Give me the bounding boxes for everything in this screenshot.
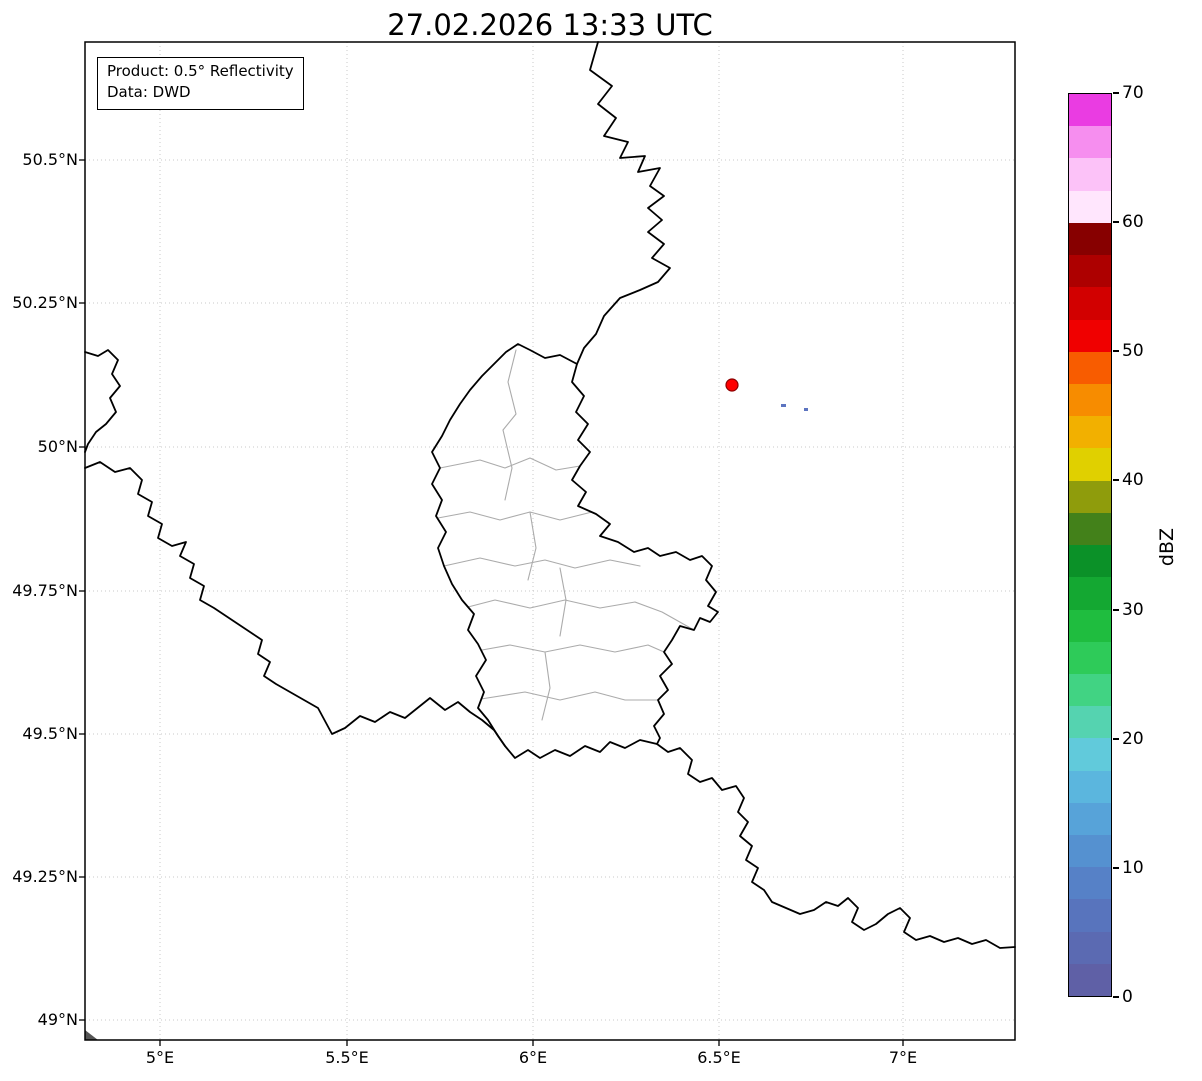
radar-echo	[781, 404, 786, 407]
colorbar-tick-label: 0	[1122, 987, 1133, 1007]
colorbar-segment	[1069, 480, 1111, 513]
colorbar-segment	[1069, 963, 1111, 997]
colorbar-tick-label: 10	[1122, 857, 1144, 878]
graticule-gridlines	[85, 42, 1015, 1040]
radar-site-marker	[725, 378, 739, 392]
colorbar-axis-label: dBZ	[1156, 527, 1178, 567]
product-info-box: Product: 0.5° Reflectivity Data: DWD	[97, 57, 304, 110]
colorbar-tick-mark	[1113, 996, 1119, 998]
lat-tick-label: 49.75°N	[12, 581, 78, 600]
colorbar	[1068, 93, 1112, 997]
lat-tick-label: 49.5°N	[22, 724, 78, 743]
colorbar-segment	[1069, 126, 1111, 159]
colorbar-segment	[1069, 770, 1111, 803]
colorbar-tick-label: 50	[1122, 341, 1144, 362]
product-line: Product: 0.5° Reflectivity	[107, 62, 294, 80]
colorbar-segment	[1069, 319, 1111, 352]
colorbar-segment	[1069, 931, 1111, 964]
corner-land-patch	[85, 1030, 98, 1040]
colorbar-segment	[1069, 641, 1111, 674]
colorbar-segment	[1069, 158, 1111, 191]
colorbar-segment	[1069, 609, 1111, 642]
lat-tick-label: 50°N	[37, 437, 78, 456]
radar-echoes	[781, 404, 808, 411]
lon-tick-label: 6.5°E	[697, 1048, 741, 1067]
colorbar-gradient	[1069, 94, 1111, 997]
border-belgium-france	[84, 461, 506, 747]
data-source-line: Data: DWD	[107, 83, 191, 102]
lon-tick-label: 5°E	[145, 1048, 175, 1067]
lat-tick-label: 50.25°N	[12, 293, 78, 312]
colorbar-segment	[1069, 512, 1111, 546]
lat-tick-label: 49.25°N	[12, 867, 78, 886]
colorbar-segment	[1069, 867, 1111, 900]
colorbar-segment	[1069, 190, 1111, 223]
colorbar-segment	[1069, 287, 1111, 320]
colorbar-segment	[1069, 706, 1111, 739]
colorbar-tick-mark	[1113, 92, 1119, 94]
colorbar-segment	[1069, 416, 1111, 449]
radar-echo	[804, 408, 808, 411]
district-borders	[437, 349, 695, 721]
colorbar-tick-mark	[1113, 737, 1119, 740]
plot-frame	[84, 41, 1016, 1041]
lon-tick-label: 7°E	[888, 1048, 918, 1067]
border-belgium-germany	[576, 41, 671, 365]
colorbar-segment	[1069, 255, 1111, 288]
colorbar-tick-mark	[1113, 479, 1119, 482]
figure-title: 27.02.2026 13:33 UTC	[387, 8, 713, 42]
colorbar-tick-mark	[1113, 866, 1119, 869]
colorbar-segment	[1069, 222, 1111, 256]
colorbar-tick-label: 40	[1122, 470, 1144, 491]
colorbar-tick-mark	[1113, 608, 1119, 611]
colorbar-segment	[1069, 448, 1111, 481]
border-luxembourg	[431, 343, 719, 759]
colorbar-segment	[1069, 351, 1111, 384]
colorbar-segment	[1069, 802, 1111, 836]
lon-tick-label: 6°E	[518, 1048, 548, 1067]
lat-tick-label: 50.5°N	[22, 150, 78, 169]
axis-tick-marks	[79, 159, 904, 1046]
colorbar-segment	[1069, 899, 1111, 932]
colorbar-tick-label: 70	[1122, 83, 1144, 103]
colorbar-segment	[1069, 673, 1111, 707]
lon-tick-label: 5.5°E	[325, 1048, 369, 1067]
colorbar-tick-label: 60	[1122, 212, 1144, 233]
colorbar-segment	[1069, 545, 1111, 578]
lat-tick-label: 49°N	[37, 1010, 78, 1029]
border-west-edge-fragment	[84, 349, 121, 453]
colorbar-tick-mark	[1113, 350, 1119, 353]
colorbar-tick-mark	[1113, 221, 1119, 224]
colorbar-tick-label: 20	[1122, 728, 1144, 749]
colorbar-segment	[1069, 94, 1111, 127]
colorbar-segment	[1069, 577, 1111, 610]
colorbar-tick-label: 30	[1122, 599, 1144, 620]
colorbar-segment	[1069, 738, 1111, 771]
colorbar-segment	[1069, 835, 1111, 868]
colorbar-segment	[1069, 383, 1111, 417]
border-france-germany	[656, 743, 1016, 949]
